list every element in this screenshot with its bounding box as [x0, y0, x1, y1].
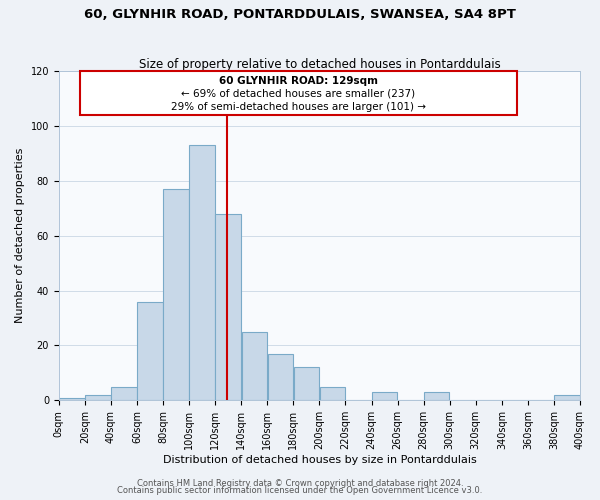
Bar [372, 392, 397, 400]
Bar [293, 368, 319, 400]
Text: ← 69% of detached houses are smaller (237): ← 69% of detached houses are smaller (23… [181, 89, 416, 99]
Bar [59, 398, 85, 400]
Bar [163, 189, 189, 400]
Bar [554, 395, 580, 400]
Bar [80, 71, 517, 115]
X-axis label: Distribution of detached houses by size in Pontarddulais: Distribution of detached houses by size … [163, 455, 476, 465]
Bar [85, 395, 110, 400]
Bar [424, 392, 449, 400]
Bar [320, 386, 345, 400]
Text: 29% of semi-detached houses are larger (101) →: 29% of semi-detached houses are larger (… [171, 102, 426, 112]
Bar [268, 354, 293, 401]
Bar [111, 386, 137, 400]
Title: Size of property relative to detached houses in Pontarddulais: Size of property relative to detached ho… [139, 58, 500, 71]
Y-axis label: Number of detached properties: Number of detached properties [15, 148, 25, 324]
Text: 60, GLYNHIR ROAD, PONTARDDULAIS, SWANSEA, SA4 8PT: 60, GLYNHIR ROAD, PONTARDDULAIS, SWANSEA… [84, 8, 516, 20]
Bar [242, 332, 267, 400]
Bar [137, 302, 163, 400]
Text: Contains public sector information licensed under the Open Government Licence v3: Contains public sector information licen… [118, 486, 482, 495]
Text: 60 GLYNHIR ROAD: 129sqm: 60 GLYNHIR ROAD: 129sqm [219, 76, 378, 86]
Text: Contains HM Land Registry data © Crown copyright and database right 2024.: Contains HM Land Registry data © Crown c… [137, 478, 463, 488]
Bar [190, 145, 215, 401]
Bar [215, 214, 241, 400]
